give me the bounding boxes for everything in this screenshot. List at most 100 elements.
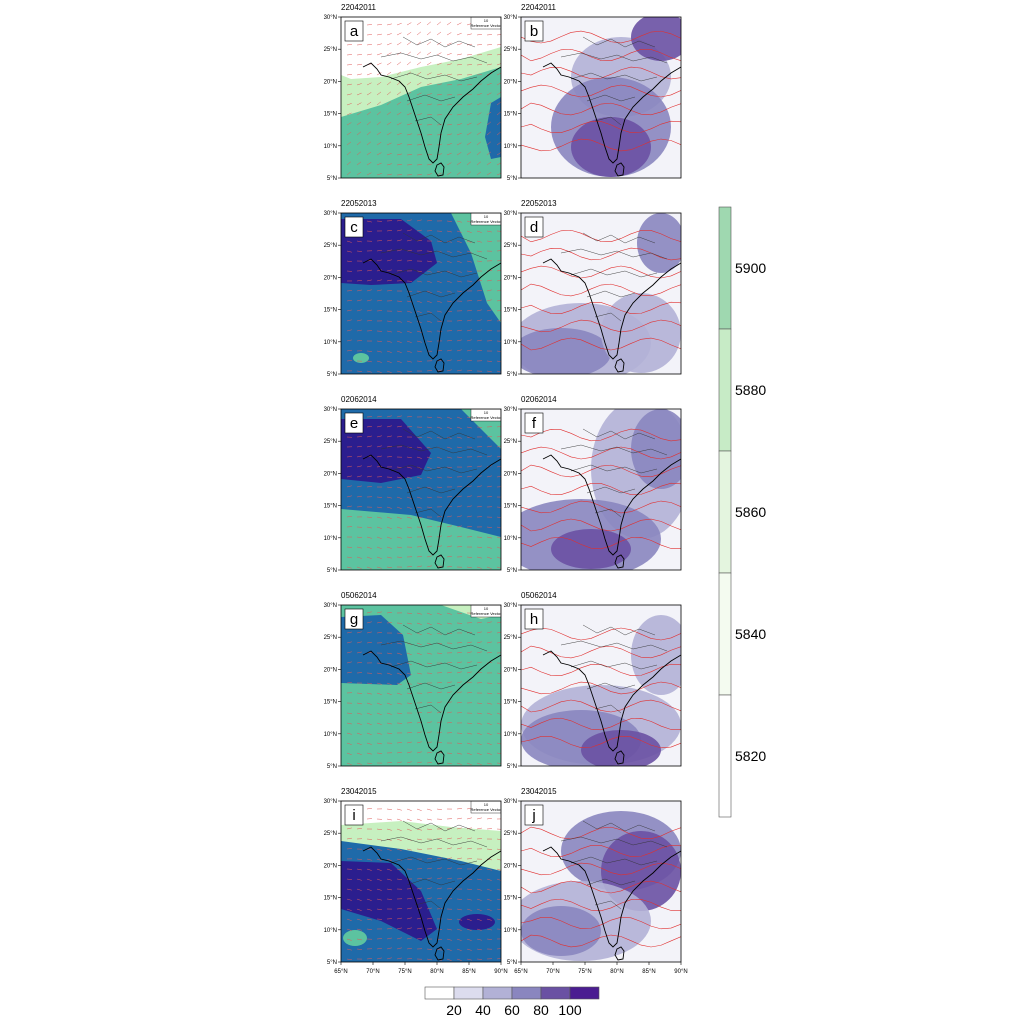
wind-vector xyxy=(416,761,422,764)
reference-vector-value: 10 xyxy=(484,606,489,611)
wind-vector xyxy=(366,162,372,166)
sri-lanka-outline xyxy=(614,358,625,373)
wind-vector xyxy=(436,300,442,303)
wind-vector xyxy=(456,456,462,458)
wind-vector xyxy=(386,62,392,66)
wind-vector xyxy=(376,259,382,262)
wind-vector xyxy=(346,171,352,176)
wind-vector xyxy=(456,505,462,508)
rh-colorbar-label: 60 xyxy=(504,1002,520,1018)
wind-vector xyxy=(486,918,492,921)
wind-vector xyxy=(456,250,462,253)
rh-colorbar-segment xyxy=(511,986,542,1000)
wind-vector xyxy=(366,692,372,695)
wind-vector xyxy=(406,133,412,136)
wind-vector xyxy=(396,143,402,146)
wind-vector xyxy=(456,857,462,860)
wind-vector xyxy=(456,349,462,352)
wind-vector xyxy=(376,310,382,312)
wind-vector xyxy=(466,84,472,86)
wind-vector xyxy=(346,661,352,664)
wind-vector xyxy=(386,722,392,725)
wind-vector xyxy=(456,742,462,745)
wind-vector xyxy=(376,947,382,950)
wind-vectors xyxy=(346,415,501,569)
wind-vector xyxy=(396,350,402,353)
wind-vector xyxy=(386,249,392,252)
y-tick-label: 20°N xyxy=(324,667,337,673)
wind-vector xyxy=(416,61,422,66)
wind-vector xyxy=(386,269,392,272)
wind-vector xyxy=(496,435,501,438)
wind-vector xyxy=(366,556,372,559)
rh-contour-line xyxy=(521,500,681,514)
rh-colorbar-label: 100 xyxy=(558,1002,582,1018)
wind-vector xyxy=(406,415,412,418)
wind-vector xyxy=(366,722,372,725)
wind-vector xyxy=(346,631,352,634)
wind-vector xyxy=(446,691,452,694)
wind-vector xyxy=(426,731,432,734)
wind-vector xyxy=(496,121,501,126)
rh-contour-line xyxy=(521,283,681,297)
coastline xyxy=(542,454,681,556)
wind-vector xyxy=(446,240,452,243)
wind-vector xyxy=(366,928,372,930)
wind-vector xyxy=(366,269,372,272)
wind-vector xyxy=(386,536,392,539)
wind-vector xyxy=(426,612,432,615)
wind-vector xyxy=(366,72,372,76)
wind-vector xyxy=(356,722,362,725)
wind-vector xyxy=(466,171,471,176)
y-tick-label: 5°N xyxy=(507,372,517,378)
wind-vector xyxy=(376,370,382,373)
y-tick-label: 15°N xyxy=(504,308,517,314)
wind-vector xyxy=(476,631,482,634)
wind-vector xyxy=(346,908,352,911)
y-tick-label: 25°N xyxy=(504,243,517,249)
wind-vector xyxy=(416,662,422,665)
wind-vector xyxy=(376,162,382,166)
rh-colorbar-segment xyxy=(482,986,513,1000)
y-tick-label: 25°N xyxy=(324,243,337,249)
wind-vector xyxy=(396,868,402,871)
wind-vector xyxy=(426,416,432,418)
y-tick-label: 25°N xyxy=(324,47,337,53)
wind-vector xyxy=(456,74,462,76)
wind-vector xyxy=(476,141,482,146)
wind-vector xyxy=(446,867,452,870)
x-tick-label: 90°N xyxy=(674,969,687,975)
gph-colorbar-segment xyxy=(718,328,732,452)
wind-vector xyxy=(366,44,372,46)
wind-vector xyxy=(416,927,422,930)
wind-vector xyxy=(426,280,432,283)
wind-vector xyxy=(426,751,432,754)
wind-vector xyxy=(486,752,492,755)
wind-vector xyxy=(366,309,372,312)
wind-vector xyxy=(456,495,462,498)
wind-vector xyxy=(486,566,492,569)
wind-vector xyxy=(456,230,462,233)
wind-vector xyxy=(486,908,492,911)
wind-vector xyxy=(366,34,372,36)
x-tick-label: 75°N xyxy=(578,969,591,975)
wind-vector xyxy=(436,897,442,900)
wind-vector xyxy=(466,250,472,253)
wind-vector xyxy=(486,141,491,146)
rh-field-patch xyxy=(601,293,681,373)
wind-vector xyxy=(446,369,452,372)
wind-vector xyxy=(376,269,382,272)
panel-date: 22042011 xyxy=(521,3,557,12)
wind-vector xyxy=(386,435,392,438)
wind-vector xyxy=(386,330,392,333)
wind-vector xyxy=(446,612,452,615)
x-tick-label: 65°N xyxy=(334,969,347,975)
wind-vector xyxy=(356,878,362,881)
map-area xyxy=(521,17,681,178)
wind-vector xyxy=(376,722,382,725)
wind-vector xyxy=(486,360,492,362)
